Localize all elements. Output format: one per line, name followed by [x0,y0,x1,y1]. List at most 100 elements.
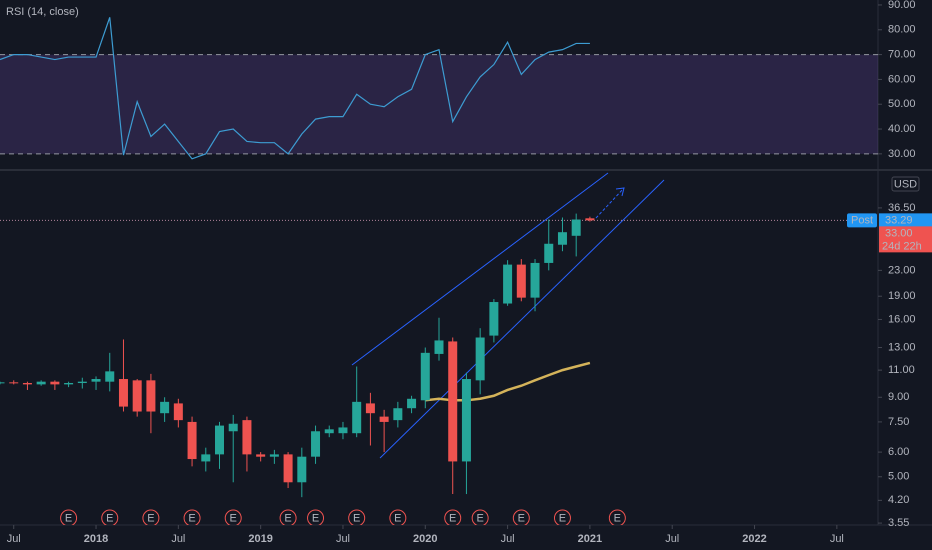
y-tick-label: 80.00 [888,24,916,36]
candle-body [0,382,5,384]
candle-body [215,425,224,455]
earnings-label: E [559,512,566,524]
earnings-marker [101,509,119,525]
earnings-label: E [65,512,72,524]
candle-body [585,218,595,221]
candle-body [434,340,444,354]
earnings-label: E [394,512,401,524]
candle-body [324,429,334,434]
x-tick-label: 2019 [248,533,272,545]
candle-body [530,262,540,298]
x-tick-label: Jul [665,533,679,545]
earnings-label: E [353,512,360,524]
y-tick-label: 4.20 [888,494,909,506]
y-tick-label: 3.55 [888,517,909,529]
post-badge [847,213,877,228]
candle-body [283,454,293,483]
last-price-badge [879,226,932,253]
x-tick-label: Jul [171,533,185,545]
x-tick-label: 2018 [84,533,108,545]
candle-body [297,456,307,483]
x-tick-label: Jul [830,533,844,545]
y-tick-label: 9.00 [888,391,909,403]
channel-line [379,179,665,459]
earnings-label: E [230,512,237,524]
trend-arrow [595,187,625,219]
post-price-label: 33.29 [885,214,913,226]
currency-box [891,176,920,192]
candle-body [91,379,101,382]
y-tick-label: 16.00 [888,313,916,325]
y-tick-label: 30.00 [888,148,916,160]
y-tick-label: 13.00 [888,341,916,353]
earnings-marker [224,509,242,525]
post-badge-label: Post [851,214,873,226]
earnings-label: E [312,512,319,524]
candle-body [338,427,348,434]
earnings-marker [183,509,201,525]
candle-body [118,379,128,407]
channel-line [351,172,609,366]
candle-body [379,416,389,422]
countdown-label: 24d 22h [882,240,922,252]
candle-body [420,352,430,401]
trend-arrow-head [615,187,625,197]
earnings-marker [512,509,530,525]
earnings-marker [471,509,489,525]
candle-body [105,371,115,382]
candle-body [352,401,362,434]
y-tick-label: 70.00 [888,49,916,61]
candle-body [64,383,74,385]
earnings-marker [279,509,297,525]
candle-body [475,337,485,381]
candle-body [448,341,458,462]
earnings-marker [307,509,325,525]
earnings-label: E [147,512,154,524]
candle-body [393,408,403,421]
x-tick-label: Jul [336,533,350,545]
earnings-label: E [284,512,291,524]
candle-body [187,421,197,460]
rsi-pane [0,17,878,160]
candle-body [242,420,252,455]
earnings-label: E [614,512,621,524]
candle-body [516,264,526,298]
earnings-marker [60,509,78,525]
earnings-marker [142,509,160,525]
candle-body [311,431,321,457]
earnings-label: E [518,512,525,524]
candle-body [201,454,211,462]
x-tick-label: 2022 [742,533,766,545]
candle-body [50,381,60,385]
y-tick-label: 50.00 [888,98,916,110]
candle-body [22,383,32,385]
y-tick-label: 6.00 [888,446,909,458]
x-tick-label: Jul [7,533,21,545]
y-tick-label: 60.00 [888,73,916,85]
earnings-marker [444,509,462,525]
x-tick-label: Jul [501,533,515,545]
earnings-label: E [188,512,195,524]
y-tick-label: 11.00 [888,364,915,376]
y-tick-label: 19.00 [888,290,916,302]
candle-body [557,232,567,245]
candle-body [489,302,499,336]
x-tick-label: 2021 [578,533,602,545]
candle-body [228,423,238,432]
earnings-marker [389,509,407,525]
axes: 30.00 40.00 50.00 60.00 70.00 80.00 90.00 3.55 4… [7,0,932,545]
candle-body [503,264,513,304]
y-tick-label: 23.00 [888,264,916,276]
candle-body [461,379,471,462]
candle-body [146,380,156,412]
rsi-title: RSI (14, close) [6,6,79,18]
y-tick-label: 90.00 [888,0,916,11]
earnings-label: E [106,512,113,524]
candle-body [77,381,87,384]
candle-body [571,219,581,236]
y-tick-label: 36.50 [888,202,916,214]
post-price-badge [879,213,932,228]
last-price-label: 33.00 [885,227,913,239]
